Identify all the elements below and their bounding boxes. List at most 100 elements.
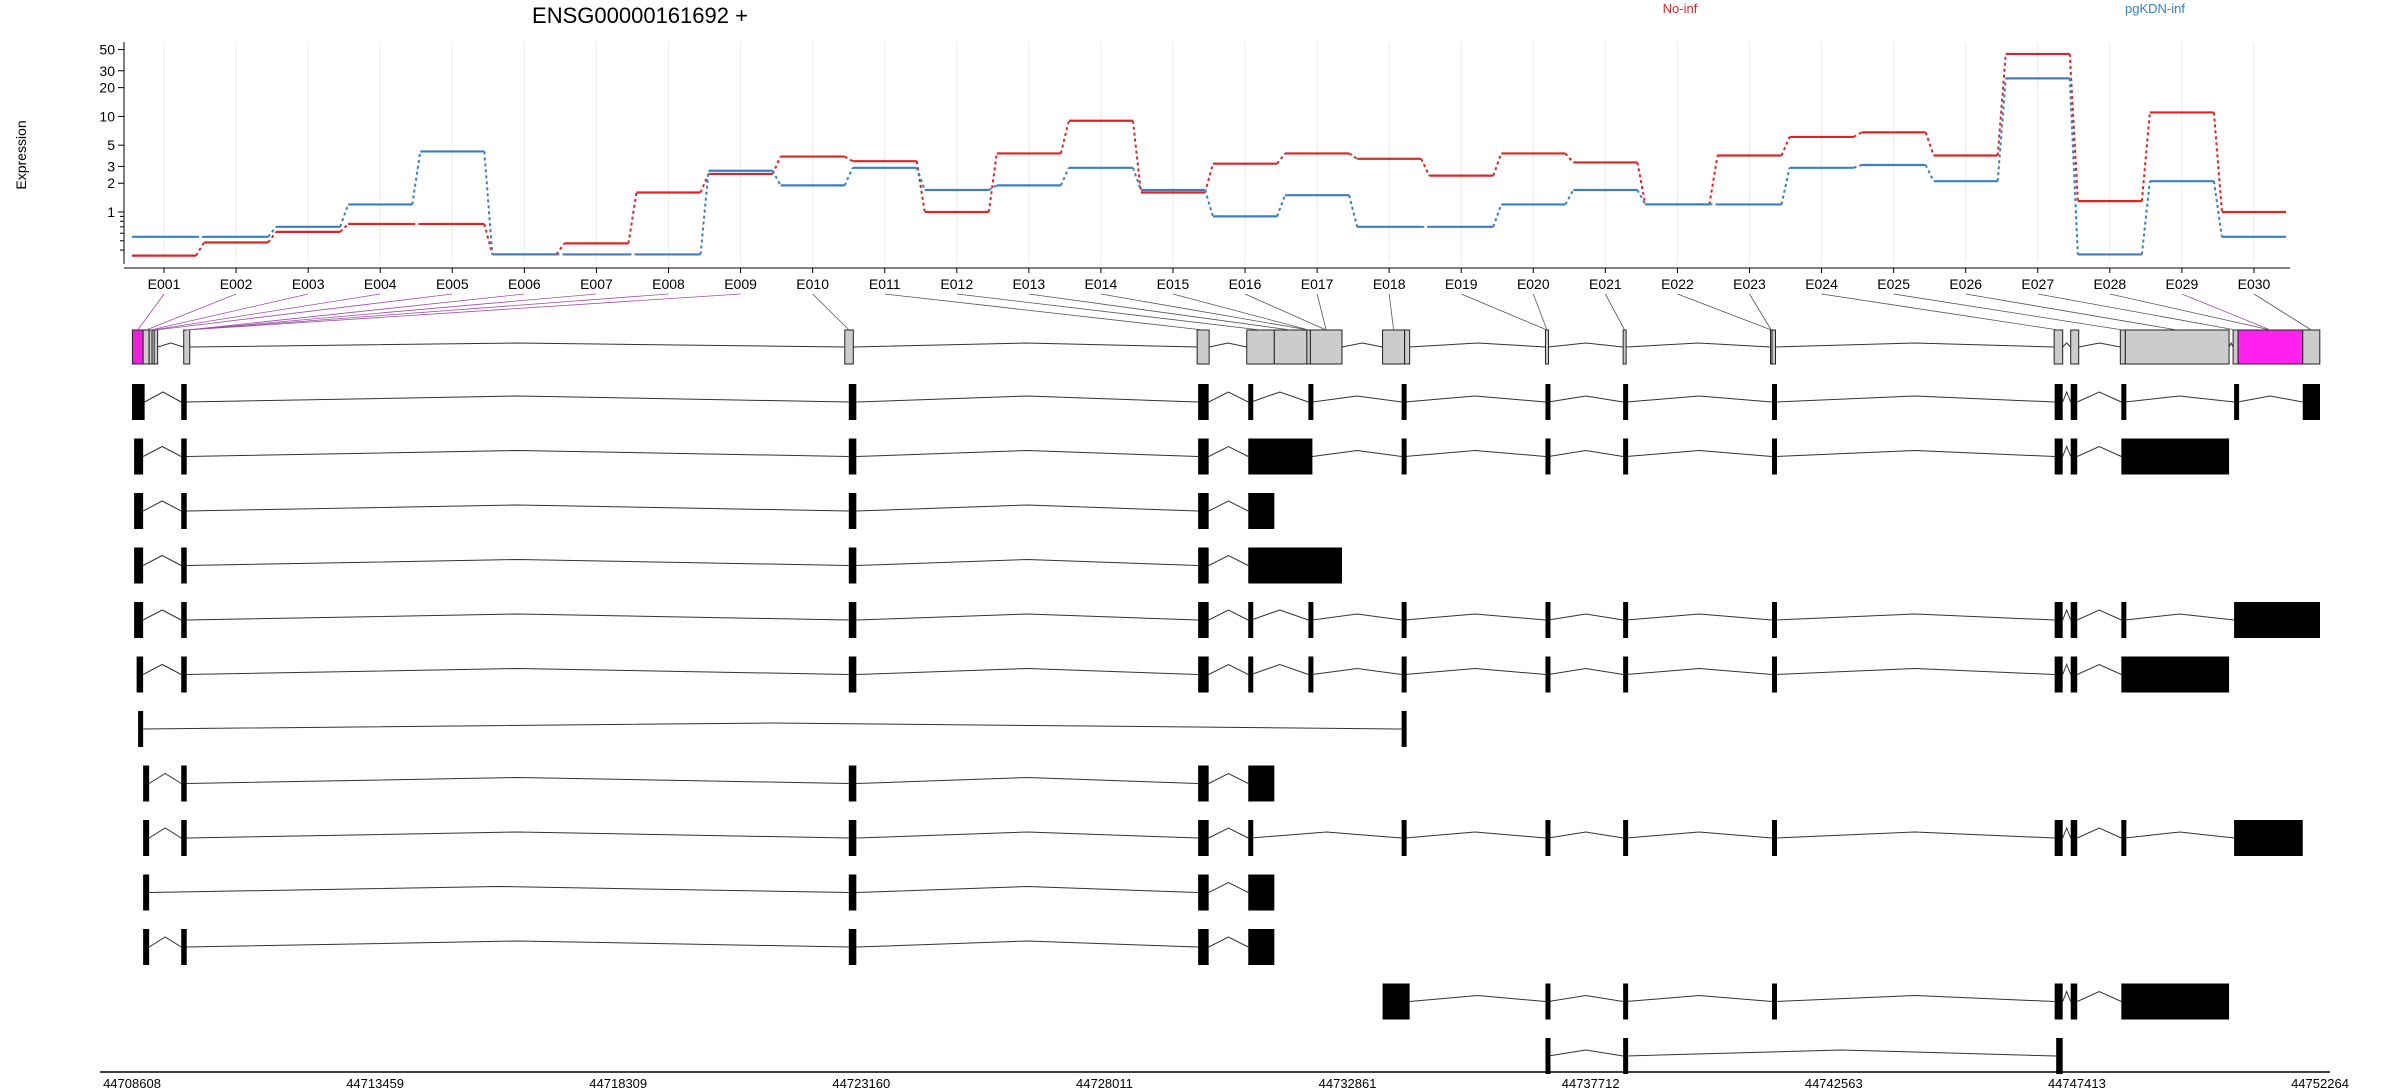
transcript-intron	[2077, 391, 2122, 403]
exon-connector	[2109, 293, 2271, 331]
transcript-exon	[1623, 656, 1629, 693]
series-transition	[1564, 152, 1575, 164]
exon-connector	[1316, 293, 1327, 331]
transcript-exon	[848, 493, 857, 529]
transcript-intron	[1208, 663, 1249, 675]
transcript-exon	[2056, 1038, 2063, 1074]
transcript-intron	[1775, 667, 2055, 675]
transcript-exon	[1623, 820, 1629, 856]
x-tick-label: E004	[364, 276, 397, 292]
transcript-exon	[848, 384, 857, 420]
transcript-intron	[1548, 449, 1624, 457]
gene-exon	[1544, 329, 1549, 365]
transcript-intron	[2125, 831, 2235, 839]
series-transition	[699, 173, 710, 193]
transcript-intron	[2125, 395, 2235, 403]
y-tick-label: 30	[99, 63, 115, 79]
transcript-intron	[142, 500, 182, 512]
transcript-exon	[2054, 656, 2063, 693]
gene-exon	[2124, 329, 2230, 365]
gene-exon	[2119, 329, 2126, 365]
series-transition	[699, 170, 710, 255]
transcript-track	[134, 602, 2320, 638]
exon-connector	[1532, 293, 1548, 331]
transcript-intron	[856, 940, 1199, 948]
transcript-intron	[1409, 994, 1546, 1002]
genomic-tick-label: 44708608	[103, 1076, 161, 1090]
transcript-exon	[1623, 438, 1629, 475]
transcript-intron	[1208, 445, 1249, 457]
transcript-intron	[144, 391, 182, 403]
exon-connector	[145, 293, 237, 331]
transcript-exon	[2234, 820, 2303, 856]
transcript-intron	[186, 558, 849, 566]
series-transition	[844, 155, 854, 163]
transcript-exon	[1198, 438, 1209, 475]
y-tick-label: 20	[99, 80, 115, 96]
exon-connector	[884, 293, 1204, 331]
exon-connector	[186, 293, 669, 331]
genomic-tick-label: 44713459	[346, 1076, 404, 1090]
x-tick-label: E011	[869, 276, 901, 292]
x-tick-label: E017	[1301, 276, 1334, 292]
transcript-intron	[1626, 613, 1773, 621]
transcript-intron	[856, 831, 1199, 839]
gene-exon	[142, 329, 150, 365]
transcript-intron	[148, 827, 182, 839]
transcript-exon	[1308, 602, 1314, 638]
transcript-exon	[181, 820, 187, 856]
intron-line	[189, 342, 845, 348]
transcript-intron	[186, 667, 849, 675]
transcript-intron	[2077, 663, 2122, 675]
x-tick-label: E009	[724, 276, 757, 292]
series-transition	[1348, 152, 1358, 160]
transcript-exon	[848, 602, 857, 638]
transcript-exon	[1545, 384, 1551, 420]
series-transition	[1636, 189, 1647, 205]
x-tick-label: E028	[2093, 276, 2126, 292]
gene-exon	[2070, 329, 2080, 365]
transcript-exon	[848, 656, 857, 693]
gene-exon	[1622, 329, 1627, 365]
transcript-exon	[181, 384, 187, 420]
series-transition	[1420, 158, 1431, 177]
transcript-exon	[848, 547, 857, 584]
exon-connector	[1244, 293, 1327, 331]
transcript-exon	[1545, 983, 1551, 1020]
transcript-exon	[2302, 384, 2320, 420]
series-transition	[2212, 112, 2223, 213]
series-transition	[988, 184, 998, 191]
transcript-exon	[1623, 1038, 1629, 1074]
transcript-intron	[856, 395, 1199, 403]
x-tick-label: E010	[796, 276, 829, 292]
transcript-intron	[2062, 445, 2072, 457]
transcript-exon	[1401, 602, 1407, 638]
transcript-exon	[143, 820, 150, 856]
transcript-track	[1545, 1038, 2063, 1074]
transcript-exon	[138, 711, 144, 747]
transcript-intron	[142, 445, 182, 457]
x-tick-label: E019	[1445, 276, 1478, 292]
transcript-exon	[134, 493, 144, 529]
x-tick-label: E002	[220, 276, 253, 292]
transcript-intron	[1548, 994, 1624, 1002]
x-tick-label: E025	[1877, 276, 1910, 292]
transcript-exon	[2121, 820, 2127, 856]
series-transition	[483, 151, 494, 255]
transcript-exon	[1401, 820, 1407, 856]
transcript-track	[134, 438, 2230, 475]
transcript-exon	[2234, 602, 2320, 638]
intron-line	[1775, 342, 2055, 348]
transcript-exon	[1401, 656, 1407, 693]
transcript-exon	[134, 602, 144, 638]
transcript-intron	[186, 940, 849, 948]
exon-connector	[1461, 293, 1548, 331]
series-transition	[1348, 194, 1359, 228]
exon-connector	[1677, 293, 1772, 331]
transcript-intron	[1208, 391, 1249, 403]
transcript-exon	[2070, 602, 2078, 638]
transcript-intron	[1775, 613, 2055, 621]
transcript-exon	[1198, 656, 1209, 693]
x-tick-label: E022	[1661, 276, 1694, 292]
